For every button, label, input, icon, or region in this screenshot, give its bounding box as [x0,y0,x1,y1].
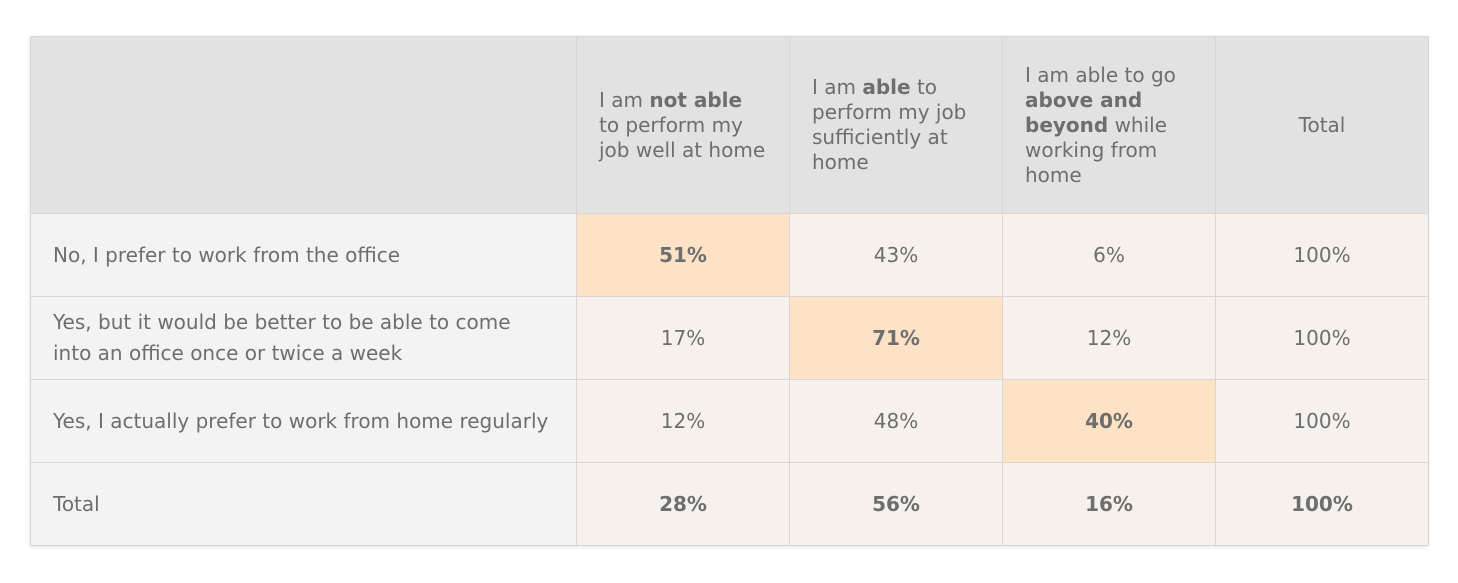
value-cell: 17% [576,296,790,380]
header-empty-cell [30,36,577,214]
column-header-above-beyond: I am able to go above and beyond while w… [1002,36,1216,214]
table-row: Yes, I actually prefer to work from home… [30,379,1429,463]
header-row: I am not able to perform my job well at … [30,36,1429,214]
value-cell: 100% [1215,379,1429,463]
total-value-cell: 28% [576,462,790,546]
value-cell: 6% [1002,213,1216,297]
table-row: No, I prefer to work from the office 51%… [30,213,1429,297]
header-text-segment: I am able to go [1025,62,1176,87]
total-value-cell: 100% [1215,462,1429,546]
row-label: Total [30,462,577,546]
header-emphasis-text: not able [649,87,743,112]
header-emphasis-text: able [862,75,911,99]
header-text-segment: while working from home [1025,112,1168,187]
value-cell: 51% [576,213,790,297]
value-cell: 12% [576,379,790,463]
column-header-text: Total [1216,113,1428,138]
table-row: Yes, but it would be better to be able t… [30,296,1429,380]
header-text-segment: to perform my job well at home [599,112,766,162]
column-header-not-able: I am not able to perform my job well at … [576,36,790,214]
column-header-text: I am not able to perform my job well at … [577,88,789,163]
total-value-cell: 16% [1002,462,1216,546]
value-cell: 100% [1215,296,1429,380]
column-header-total: Total [1215,36,1429,214]
column-header-text: I am able to perform my job sufficiently… [790,75,1002,175]
value-cell: 43% [789,213,1003,297]
crosstab-table: I am not able to perform my job well at … [30,36,1429,546]
header-emphasis-text: above and beyond [1025,87,1143,137]
value-cell: 71% [789,296,1003,380]
total-row: Total 28% 56% 16% 100% [30,462,1429,546]
header-text-segment: to perform my job sufficiently at home [812,75,967,174]
crosstab-table-frame: I am not able to perform my job well at … [30,36,1429,546]
row-label: Yes, but it would be better to be able t… [30,296,577,380]
header-text-segment: I am [812,75,863,99]
row-label: No, I prefer to work from the office [30,213,577,297]
header-text-segment: Total [1298,112,1346,137]
value-cell: 40% [1002,379,1216,463]
column-header-able: I am able to perform my job sufficiently… [789,36,1003,214]
value-cell: 100% [1215,213,1429,297]
total-value-cell: 56% [789,462,1003,546]
value-cell: 48% [789,379,1003,463]
column-header-text: I am able to go above and beyond while w… [1003,63,1215,188]
header-text-segment: I am [599,87,650,112]
value-cell: 12% [1002,296,1216,380]
row-label: Yes, I actually prefer to work from home… [30,379,577,463]
